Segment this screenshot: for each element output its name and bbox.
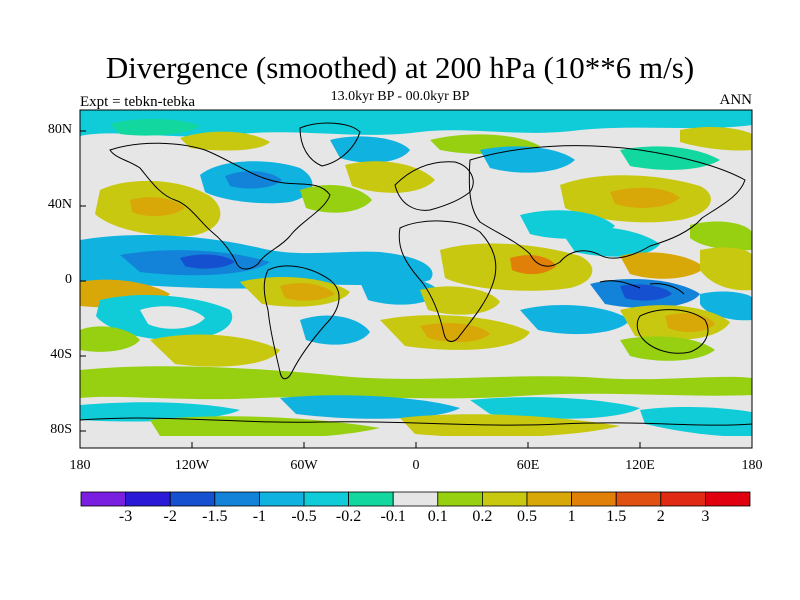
chart-subtitle: 13.0kyr BP - 00.0kyr BP [330, 89, 470, 104]
colorbar-cell [214, 491, 260, 507]
colorbar-cell [303, 491, 349, 507]
colorbar-label: 0.1 [427, 508, 448, 525]
lon-tick-label: 0 [412, 458, 420, 473]
colorbar-label: -0.5 [291, 508, 317, 525]
colorbar-label: -0.2 [335, 508, 362, 525]
colorbar-label: -1 [252, 508, 267, 525]
fill-southern-ocean [80, 366, 752, 448]
colorbar-cell [348, 491, 394, 507]
colorbar-label: -1.5 [202, 508, 228, 525]
coast-africa [398, 220, 497, 342]
lat-tick-label: 0 [65, 272, 72, 287]
colorbar-cell [660, 491, 706, 507]
lat-tick-label: 80S [50, 422, 72, 437]
colorbar-cell [392, 491, 439, 507]
contour-fills [80, 110, 752, 448]
colorbar-cell [705, 491, 751, 507]
colorbar-label: -2 [163, 508, 177, 525]
colorbar-label: -0.1 [380, 508, 406, 525]
colorbar-cell [615, 491, 662, 507]
colorbar-label: 0.2 [472, 508, 493, 525]
coast-indonesia [599, 280, 685, 295]
season-label: ANN [719, 92, 753, 108]
colorbar-cell [80, 491, 126, 507]
fill-eurasia [480, 146, 752, 251]
coast-australia [636, 309, 709, 354]
lon-tick-label: 180 [69, 458, 91, 473]
fill-southern-subtropics [80, 295, 730, 367]
colorbar-cell [258, 491, 305, 507]
colorbar-label: 2 [656, 508, 665, 525]
lat-tick-label: 40S [50, 347, 72, 362]
fill-north-america [95, 136, 435, 237]
lat-tick-label: 40N [47, 197, 72, 212]
lat-tick-label: 80N [47, 122, 72, 137]
colorbar-cell [169, 491, 216, 507]
coast-asia [468, 145, 746, 267]
colorbar-cell [571, 491, 617, 507]
axis-ticks [79, 130, 753, 448]
colorbar-label: -3 [118, 508, 133, 525]
colorbar-cell [437, 491, 483, 507]
lon-tick-label: 120W [174, 458, 210, 473]
colorbar-label: 1 [567, 508, 576, 525]
fill-arctic [80, 110, 752, 155]
colorbar-label: 3 [701, 508, 710, 525]
lon-tick-label: 60E [516, 458, 540, 473]
colorbar [80, 491, 751, 507]
colorbar-label: 0.5 [517, 508, 537, 525]
lon-tick-label: 120E [625, 458, 655, 473]
colorbar-cell [526, 491, 572, 507]
colorbar-cell [125, 491, 171, 507]
coast-north-america [109, 142, 331, 270]
chart-title: Divergence (smoothed) at 200 hPa (10**6 … [105, 50, 695, 85]
coast-greenland [299, 122, 361, 167]
experiment-label: Expt = tebkn-tebka [80, 94, 196, 110]
colorbar-label: 1.5 [606, 508, 627, 525]
coast-antarctica [80, 417, 752, 426]
coastlines [80, 122, 752, 426]
lon-tick-label: 180 [741, 458, 763, 473]
lon-tick-label: 60W [290, 458, 318, 473]
coast-south-america [263, 265, 340, 380]
colorbar-cell [481, 491, 528, 507]
